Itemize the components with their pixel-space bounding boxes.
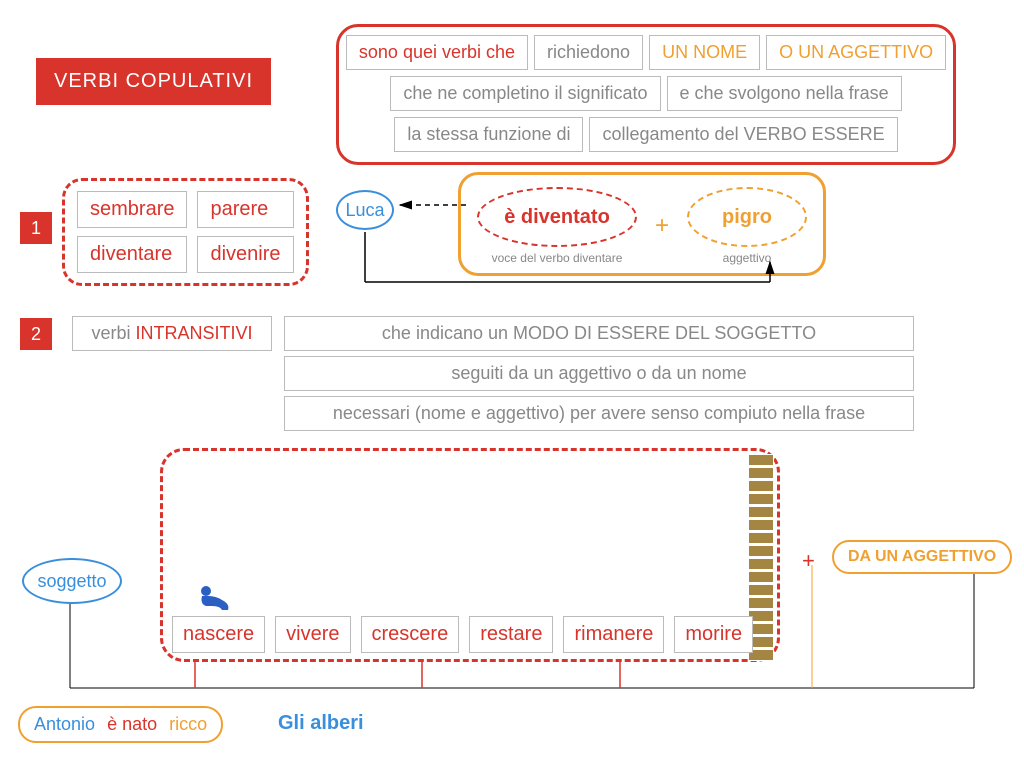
soggetto-node: soggetto [22, 558, 122, 604]
section-2-line-1: che indicano un MODO DI ESSERE DEL SOGGE… [284, 316, 914, 351]
verb-item: diventare [77, 236, 187, 273]
def-tag: la stessa funzione di [394, 117, 583, 152]
verb-item: vivere [275, 616, 350, 653]
verb-item: parere [197, 191, 293, 228]
verb-item: divenire [197, 236, 293, 273]
luca-node: Luca [336, 190, 394, 230]
verbi-intransitivi-tag: verbi INTRANSITIVI [72, 316, 272, 351]
section-2-line-2: seguiti da un aggettivo o da un nome [284, 356, 914, 391]
section-2-line-3: necessari (nome e aggettivo) per avere s… [284, 396, 914, 431]
plus-icon: + [802, 548, 815, 574]
definition-row-2: che ne completino il significato e che s… [349, 76, 943, 111]
diventato-node: è diventato [477, 187, 637, 247]
diventato-wrap: è diventato voce del verbo diventare [477, 187, 637, 265]
def-tag: O UN AGGETTIVO [766, 35, 946, 70]
antonio-verb: è nato [107, 714, 157, 735]
verb-item: crescere [361, 616, 460, 653]
definition-row-3: la stessa funzione di collegamento del V… [349, 117, 943, 152]
verbi-intr-label: INTRANSITIVI [136, 323, 253, 343]
def-tag: sono quei verbi che [346, 35, 528, 70]
def-tag: richiedono [534, 35, 643, 70]
definition-row-1: sono quei verbi che richiedono UN NOME O… [349, 35, 943, 70]
verbi-intr-prefix: verbi [91, 323, 135, 343]
antonio-name: Antonio [34, 714, 95, 735]
da-aggettivo-pill: DA UN AGGETTIVO [832, 540, 1012, 574]
verb-item: morire [674, 616, 753, 653]
def-tag: che ne completino il significato [390, 76, 660, 111]
bottom-verb-list: nascere vivere crescere restare rimanere… [172, 616, 753, 653]
title-badge: VERBI COPULATIVI [36, 58, 271, 105]
verb-item: restare [469, 616, 553, 653]
diventato-sublabel: voce del verbo diventare [477, 251, 637, 265]
pigro-sublabel: aggettivo [687, 251, 807, 265]
plus-icon: + [655, 212, 669, 240]
def-tag: e che svolgono nella frase [667, 76, 902, 111]
section-1-verbs-box: sembrare parere diventare divenire [62, 178, 309, 286]
verb-item: nascere [172, 616, 265, 653]
predicate-box: è diventato voce del verbo diventare + p… [458, 172, 826, 276]
section-2-number: 2 [20, 318, 52, 350]
antonio-example: Antonio è nato ricco [18, 706, 223, 743]
person-icon [196, 584, 232, 619]
definition-box: sono quei verbi che richiedono UN NOME O… [336, 24, 956, 165]
def-tag: collegamento del VERBO ESSERE [589, 117, 897, 152]
verb-item: rimanere [563, 616, 664, 653]
section-1-number: 1 [20, 212, 52, 244]
pigro-wrap: pigro aggettivo [687, 187, 807, 265]
verb-item: sembrare [77, 191, 187, 228]
gli-alberi-label: Gli alberi [278, 712, 364, 735]
def-tag: UN NOME [649, 35, 760, 70]
pigro-node: pigro [687, 187, 807, 247]
antonio-adj: ricco [169, 714, 207, 735]
